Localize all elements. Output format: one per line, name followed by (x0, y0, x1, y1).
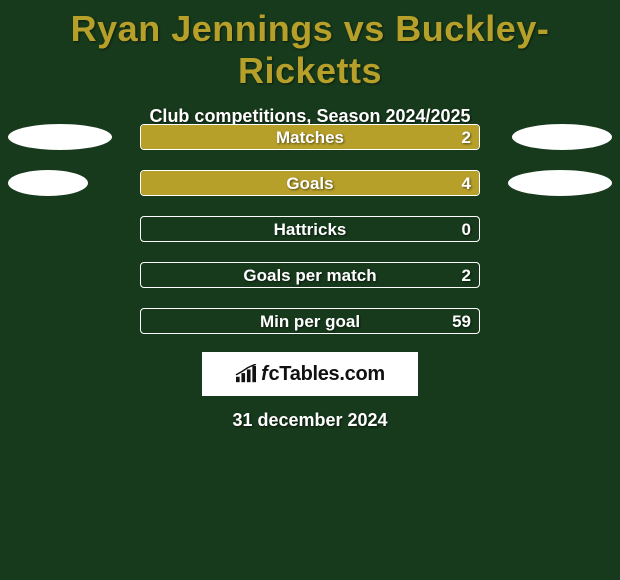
left-ellipse (8, 124, 112, 150)
stat-value: 59 (452, 309, 471, 335)
stat-value: 0 (462, 217, 471, 243)
date-stamp: 31 december 2024 (0, 410, 620, 431)
stat-label: Min per goal (141, 309, 479, 335)
stat-bar: Min per goal59 (140, 308, 480, 334)
stat-rows: Matches2Goals4Hattricks0Goals per match2… (0, 124, 620, 354)
stat-row: Hattricks0 (0, 216, 620, 242)
right-ellipse (512, 124, 612, 150)
stat-row: Goals per match2 (0, 262, 620, 288)
stat-row: Goals4 (0, 170, 620, 196)
stat-value: 4 (462, 171, 471, 197)
page-title: Ryan Jennings vs Buckley-Ricketts (0, 0, 620, 92)
stat-value: 2 (462, 263, 471, 289)
bar-chart-icon (235, 364, 257, 384)
stat-bar: Hattricks0 (140, 216, 480, 242)
brand-badge: FcTables.com (202, 352, 418, 396)
stat-label: Goals per match (141, 263, 479, 289)
left-ellipse (8, 170, 88, 196)
brand-text: FcTables.com (235, 363, 385, 386)
stat-row: Min per goal59 (0, 308, 620, 334)
stat-label: Goals (141, 171, 479, 197)
stat-bar: Matches2 (140, 124, 480, 150)
right-ellipse (508, 170, 612, 196)
stat-label: Matches (141, 125, 479, 151)
stat-bar: Goals per match2 (140, 262, 480, 288)
stat-row: Matches2 (0, 124, 620, 150)
stat-label: Hattricks (141, 217, 479, 243)
comparison-infographic: Ryan Jennings vs Buckley-Ricketts Club c… (0, 0, 620, 580)
stat-value: 2 (462, 125, 471, 151)
stat-bar: Goals4 (140, 170, 480, 196)
